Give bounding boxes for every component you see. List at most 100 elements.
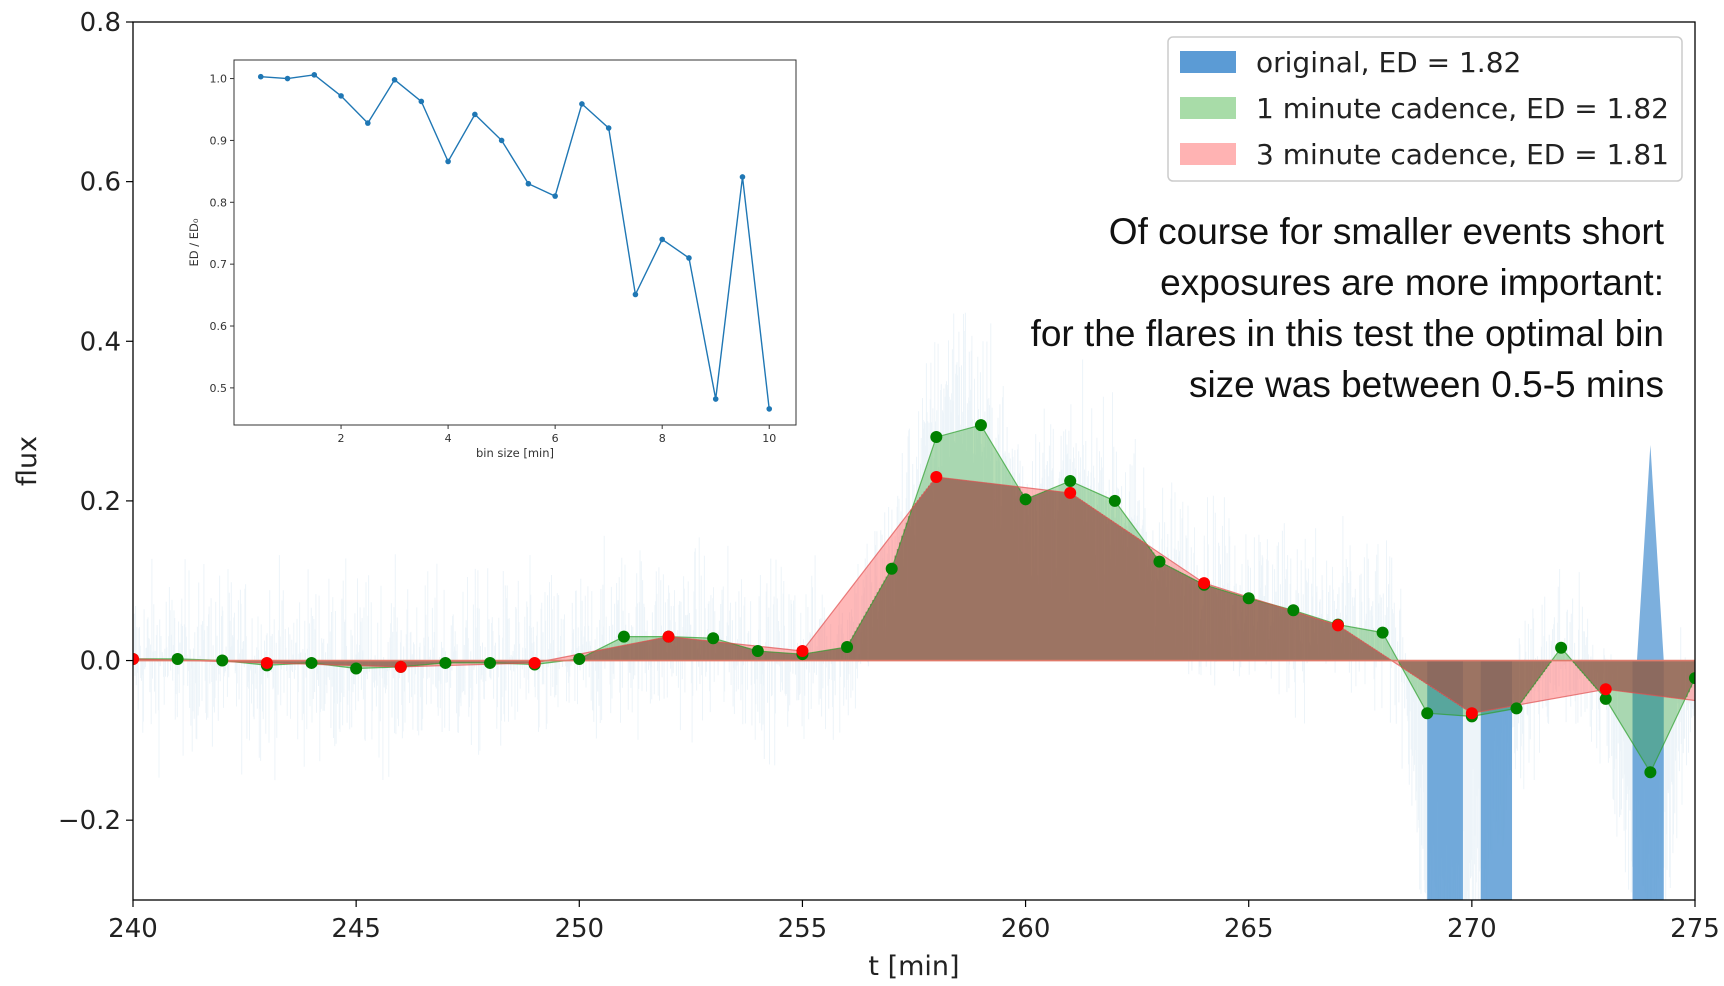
point-1min — [1555, 641, 1568, 654]
x-tick-label: 275 — [1670, 914, 1720, 944]
point-1min — [751, 644, 764, 657]
point-1min — [1287, 604, 1300, 617]
point-1min — [439, 656, 452, 669]
inset-x-tick-label: 6 — [552, 432, 559, 445]
y-tick-label: 0.4 — [80, 327, 121, 357]
y-tick-label: 0.2 — [80, 487, 121, 517]
inset-x-tick-label: 8 — [659, 432, 666, 445]
legend-label: original, ED = 1.82 — [1256, 46, 1521, 79]
plot-area — [133, 312, 1695, 900]
inset-y-tick-label: 0.7 — [210, 258, 228, 271]
inset-point — [552, 193, 558, 199]
inset-x-tick-label: 2 — [338, 432, 345, 445]
legend-box — [1167, 36, 1683, 182]
x-ticks: 240 245 250 255 260 265 270 275 — [108, 900, 1720, 944]
inset-x-tick-label: 4 — [445, 432, 452, 445]
inset-point — [632, 291, 639, 298]
overlap-core-lines — [133, 477, 1695, 714]
inset-x-axis-label: bin size [min] — [476, 446, 554, 460]
inset-y-tick-label: 1.0 — [210, 73, 228, 86]
inset-y-ticks: 0.5 0.6 0.7 0.8 0.9 1.0 — [210, 73, 234, 395]
inset-point — [739, 174, 746, 180]
point-3min — [1599, 683, 1612, 696]
axes-frame — [132, 21, 1696, 901]
inset-point — [686, 255, 692, 261]
x-tick-label: 270 — [1447, 914, 1497, 944]
point-1min — [1421, 707, 1434, 720]
point-1min — [1376, 626, 1389, 639]
point-3min — [260, 656, 273, 669]
x-tick-label: 250 — [554, 914, 604, 944]
point-3min — [796, 644, 809, 657]
y-tick-label: 0.0 — [80, 647, 121, 677]
point-1min — [1689, 672, 1695, 685]
inset-point — [498, 137, 505, 144]
legend-swatch — [1180, 143, 1236, 165]
point-3min — [1198, 577, 1211, 590]
point-1min — [1153, 555, 1166, 568]
x-tick-label: 265 — [1224, 914, 1274, 944]
inset-point — [525, 180, 532, 187]
annotation-line: exposures are more important: — [1160, 262, 1664, 303]
legend-label: 1 minute cadence, ED = 1.82 — [1256, 92, 1669, 125]
point-1min — [841, 640, 854, 653]
point-1min — [974, 419, 987, 432]
inset-point — [605, 125, 612, 131]
series-3min-markers — [133, 470, 1612, 720]
x-axis-label: t [min] — [868, 951, 959, 982]
inset-x-ticks: 2 4 6 8 10 — [338, 425, 776, 445]
point-1min — [885, 562, 898, 575]
original-dips — [1427, 445, 1664, 900]
inset-y-tick-label: 0.6 — [210, 320, 228, 333]
legend-swatch — [1180, 97, 1236, 119]
legend-label: 3 minute cadence, ED = 1.81 — [1256, 138, 1669, 171]
point-1min — [350, 662, 363, 675]
inset-y-tick-label: 0.5 — [210, 382, 228, 395]
main-plot: 240 245 250 255 260 265 270 275 −0.2 0.0 0.2 0.4 0.6… — [12, 8, 1720, 982]
inset-point — [579, 101, 585, 107]
inset-line — [260, 74, 770, 409]
inset-point — [284, 75, 291, 82]
point-1min — [216, 654, 229, 667]
original-spike — [1636, 445, 1664, 661]
point-1min — [1599, 692, 1612, 705]
x-tick-label: 240 — [108, 914, 158, 944]
annotation-line: size was between 0.5-5 mins — [1189, 364, 1664, 405]
inset-point — [418, 98, 425, 105]
y-tick-label: −0.2 — [58, 806, 121, 836]
x-tick-label: 255 — [778, 914, 828, 944]
point-3min — [1331, 619, 1344, 632]
point-1min — [1510, 702, 1523, 715]
inset-point — [445, 158, 451, 165]
point-1min — [1064, 474, 1077, 487]
point-3min — [1064, 486, 1077, 499]
x-tick-label: 260 — [1001, 914, 1051, 944]
x-tick-label: 245 — [331, 914, 381, 944]
point-1min — [1108, 494, 1121, 507]
point-1min — [1019, 493, 1032, 506]
point-3min — [662, 630, 675, 643]
annotation-line: Of course for smaller events short — [1109, 211, 1665, 252]
inset-y-axis-label: ED / ED₀ — [187, 218, 201, 266]
inset-y-tick-label: 0.9 — [210, 134, 228, 147]
inset-point — [257, 73, 264, 80]
inset-plot: 2 4 6 8 10 0.5 0.6 0.7 0.8 0.9 1.0 bin size [min] ED… — [160, 50, 810, 470]
point-3min — [1465, 707, 1478, 720]
point-1min — [617, 630, 630, 643]
point-1min — [707, 632, 720, 645]
point-1min — [1242, 592, 1255, 605]
point-1min — [930, 431, 943, 444]
inset-point — [365, 120, 371, 126]
inset-point — [472, 111, 478, 118]
point-3min — [528, 656, 541, 669]
original-dip-2 — [1632, 660, 1664, 900]
point-1min — [573, 652, 586, 665]
point-1min — [305, 656, 318, 669]
point-1min — [1644, 766, 1657, 779]
inset-frame — [233, 59, 797, 426]
point-3min — [930, 470, 943, 483]
inset-points — [257, 72, 773, 412]
annotation-line: for the flares in this test the optimal … — [1031, 313, 1664, 354]
inset-point — [311, 72, 318, 78]
